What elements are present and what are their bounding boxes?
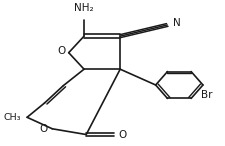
Text: NH₂: NH₂: [74, 3, 93, 13]
Text: O: O: [118, 130, 126, 140]
Text: O: O: [57, 46, 65, 56]
Text: Br: Br: [200, 90, 212, 100]
Text: O: O: [39, 124, 48, 134]
Text: N: N: [172, 18, 180, 28]
Text: CH₃: CH₃: [4, 113, 21, 122]
